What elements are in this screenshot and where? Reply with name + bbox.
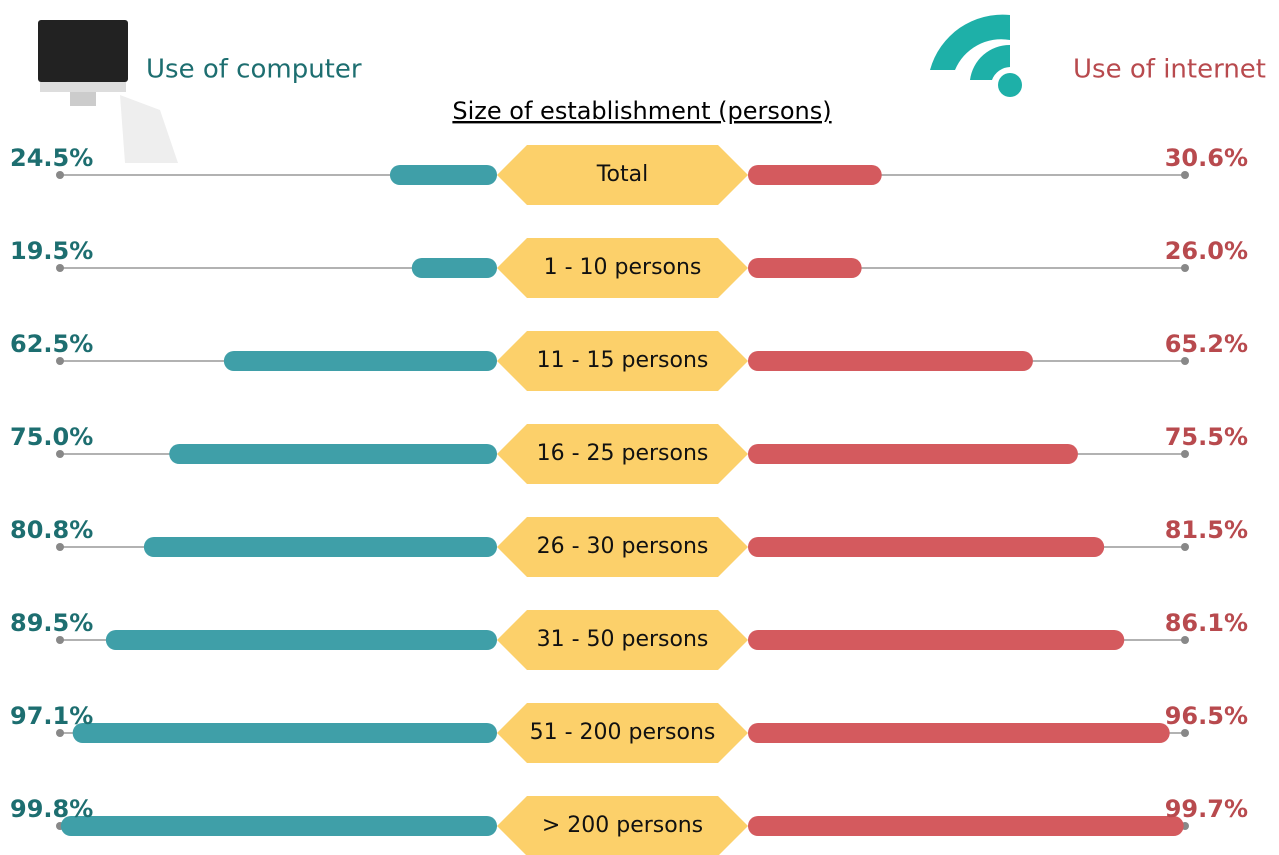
- bar: [748, 444, 1078, 464]
- bar: [748, 258, 862, 278]
- track-end: [1181, 171, 1189, 179]
- bar: [389, 165, 497, 185]
- category-axis-label: Size of establishment (persons): [452, 97, 831, 125]
- bar: [748, 723, 1170, 743]
- track-end: [56, 171, 64, 179]
- category-label: Total: [596, 162, 648, 187]
- category-badge: [497, 517, 748, 577]
- value-label: 81.5%: [1165, 516, 1248, 544]
- track-end: [1181, 357, 1189, 365]
- value-label: 86.1%: [1165, 609, 1248, 637]
- computer-icon: [38, 20, 178, 163]
- category-badge: [497, 424, 748, 484]
- category-label: > 200 persons: [542, 813, 703, 838]
- value-label: 30.6%: [1165, 144, 1248, 172]
- value-label: 75.0%: [10, 423, 93, 451]
- bar: [748, 165, 882, 185]
- bar: [60, 816, 498, 836]
- value-label: 65.2%: [1165, 330, 1248, 358]
- value-label: 99.7%: [1165, 795, 1248, 823]
- category-badge: [497, 796, 748, 855]
- category-badge: [497, 610, 748, 670]
- value-label: 62.5%: [10, 330, 93, 358]
- track-end: [1181, 450, 1189, 458]
- internet-icon: [930, 14, 1022, 97]
- value-label: 89.5%: [10, 609, 93, 637]
- value-label: 26.0%: [1165, 237, 1248, 265]
- value-label: 96.5%: [1165, 702, 1248, 730]
- category-badge: [497, 145, 748, 205]
- value-label: 80.8%: [10, 516, 93, 544]
- bar: [72, 723, 497, 743]
- track-end: [56, 729, 64, 737]
- track-end: [1181, 264, 1189, 272]
- track-end: [1181, 543, 1189, 551]
- value-label: 19.5%: [10, 237, 93, 265]
- category-badge: [497, 238, 748, 298]
- track-end: [1181, 729, 1189, 737]
- value-label: 99.8%: [10, 795, 93, 823]
- category-label: 16 - 25 persons: [537, 441, 709, 466]
- category-badge: [497, 331, 748, 391]
- track-end: [56, 264, 64, 272]
- legend-label: Use of internet: [1073, 55, 1266, 85]
- value-label: 24.5%: [10, 144, 93, 172]
- track-end: [56, 636, 64, 644]
- value-label: 97.1%: [10, 702, 93, 730]
- track-end: [56, 357, 64, 365]
- legend-label: Use of computer: [146, 55, 362, 85]
- track-end: [56, 543, 64, 551]
- category-badge: [497, 703, 748, 763]
- bar: [748, 816, 1184, 836]
- bar: [411, 258, 497, 278]
- bar: [748, 630, 1125, 650]
- bar: [169, 444, 497, 464]
- category-label: 1 - 10 persons: [544, 255, 702, 280]
- bar: [143, 537, 498, 557]
- category-label: 26 - 30 persons: [537, 534, 709, 559]
- track-end: [56, 450, 64, 458]
- bar: [748, 537, 1105, 557]
- bar: [748, 351, 1033, 371]
- bar: [105, 630, 497, 650]
- category-label: 11 - 15 persons: [537, 348, 709, 373]
- bar: [223, 351, 497, 371]
- category-label: 51 - 200 persons: [530, 720, 716, 745]
- track-end: [1181, 636, 1189, 644]
- category-label: 31 - 50 persons: [537, 627, 709, 652]
- value-label: 75.5%: [1165, 423, 1248, 451]
